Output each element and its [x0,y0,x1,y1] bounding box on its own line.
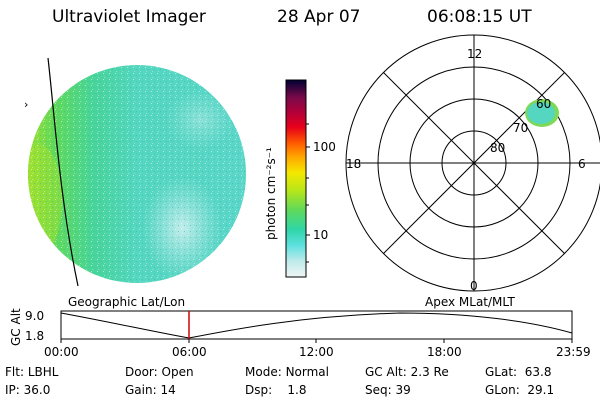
time-label: 06:08:15 UT [427,7,532,27]
altitude-xtick-0: 00:00 [44,345,79,359]
geographic-label: Geographic Lat/Lon [68,295,186,309]
mlt-label-12: 12 [467,47,483,61]
altitude-plot [60,310,573,343]
mlt-label-18: 18 [346,157,362,171]
mlat-label-70: 70 [513,121,529,135]
colorbar-tick-100: 100 [313,140,336,154]
altitude-ytick-high: 9.0 [25,309,45,323]
apex-label: Apex MLat/MLT [425,295,515,309]
altitude-xtick-2: 12:00 [299,345,334,359]
info-ip: IP: 36.0 [5,383,51,397]
info-gc-alt: GC Alt: 2.3 Re [365,365,449,379]
polar-plot [345,34,600,292]
instrument-title: Ultraviolet Imager [52,7,206,27]
altitude-ytick-low: 1.8 [25,329,45,343]
altitude-xtick-4: 23:59 [556,345,591,359]
auroral-spot [525,99,559,127]
mlat-label-60: 60 [536,97,552,111]
terminator-line [47,57,79,287]
date-label: 28 Apr 07 [277,7,361,27]
uv-image-disk: › [24,57,246,287]
altitude-xtick-1: 06:00 [172,345,207,359]
info-door: Door: Open [125,365,194,379]
info-flt: Flt: LBHL [5,365,59,379]
info-seq: Seq: 39 [365,383,411,397]
altitude-xtick-3: 18:00 [427,345,462,359]
colorbar [285,79,310,278]
mlt-label-6: 6 [578,157,586,171]
info-dsp: Dsp: 1.8 [245,383,307,397]
mlat-label-80: 80 [490,141,506,155]
info-mode: Mode: Normal [245,365,329,379]
colorbar-tick-10: 10 [313,228,329,242]
sun-direction-marker: › [24,98,28,111]
mlt-label-0: 0 [470,279,478,293]
altitude-ylabel: GC Alt [9,308,23,346]
colorbar-unit-label: photon cm⁻²s⁻¹ [264,147,278,240]
info-glat: GLat: 63.8 [485,365,552,379]
info-glon: GLon: 29.1 [485,383,555,397]
info-gain: Gain: 14 [125,383,176,397]
